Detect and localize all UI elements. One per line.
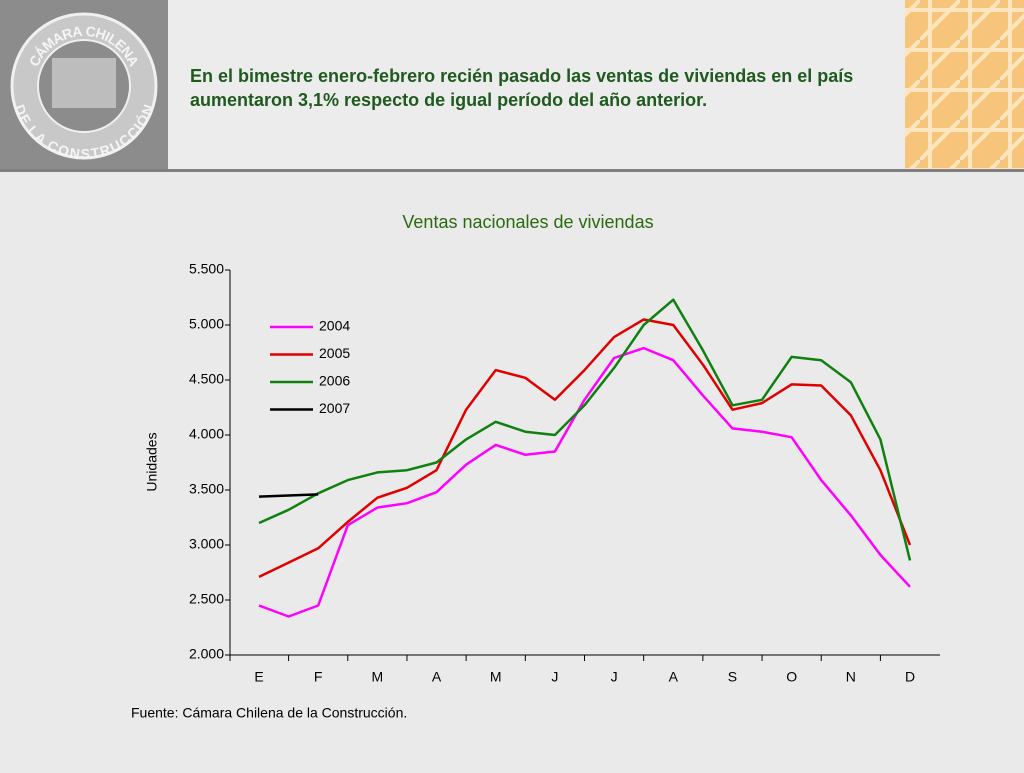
y-tick-label: 5.500 xyxy=(189,261,224,277)
y-tick-label: 5.000 xyxy=(189,316,224,332)
x-tick-label: E xyxy=(254,669,263,685)
y-tick-label: 3.500 xyxy=(189,481,224,497)
x-tick-label: J xyxy=(611,669,618,685)
logo-bricks xyxy=(52,58,116,108)
x-tick-label: S xyxy=(728,669,737,685)
x-tick-label: A xyxy=(669,669,679,685)
series-line xyxy=(258,318,912,579)
header-band xyxy=(0,0,1024,170)
series-line xyxy=(258,493,319,498)
header-title-box: En el bimestre enero-febrero recién pasa… xyxy=(190,66,854,110)
y-tick-label: 4.500 xyxy=(189,371,224,387)
x-tick-label: O xyxy=(786,669,797,685)
header-title: En el bimestre enero-febrero recién pasa… xyxy=(190,66,854,110)
x-tick-label: J xyxy=(551,669,558,685)
series-line xyxy=(258,298,912,561)
x-tick-label: M xyxy=(372,669,384,685)
x-tick-label: A xyxy=(432,669,442,685)
source: Fuente: Cámara Chilena de la Construcció… xyxy=(131,705,407,721)
plot: 2.000 2.500 3.000 3.500 4.000 4.500 5.000 5.500… xyxy=(189,261,940,685)
x-tick-label: D xyxy=(905,669,915,685)
series-line xyxy=(258,346,911,618)
x-tick-label: M xyxy=(490,669,502,685)
x-tick-label: N xyxy=(846,669,856,685)
legend-label: 2006 xyxy=(319,373,350,389)
y-tick-label: 2.500 xyxy=(189,591,224,607)
y-tick-label: 3.000 xyxy=(189,536,224,552)
x-tick-label: F xyxy=(314,669,323,685)
y-tick-label: 2.000 xyxy=(189,646,224,662)
legend-label: 2005 xyxy=(319,345,350,361)
header-rule xyxy=(0,169,1024,172)
header-image xyxy=(905,0,1024,170)
legend-label: 2004 xyxy=(319,318,350,334)
y-tick-label: 4.000 xyxy=(189,426,224,442)
chart-title: Ventas nacionales de viviendas xyxy=(402,212,653,232)
legend-label: 2007 xyxy=(319,400,350,416)
y-axis-label: Unidades xyxy=(144,432,160,491)
